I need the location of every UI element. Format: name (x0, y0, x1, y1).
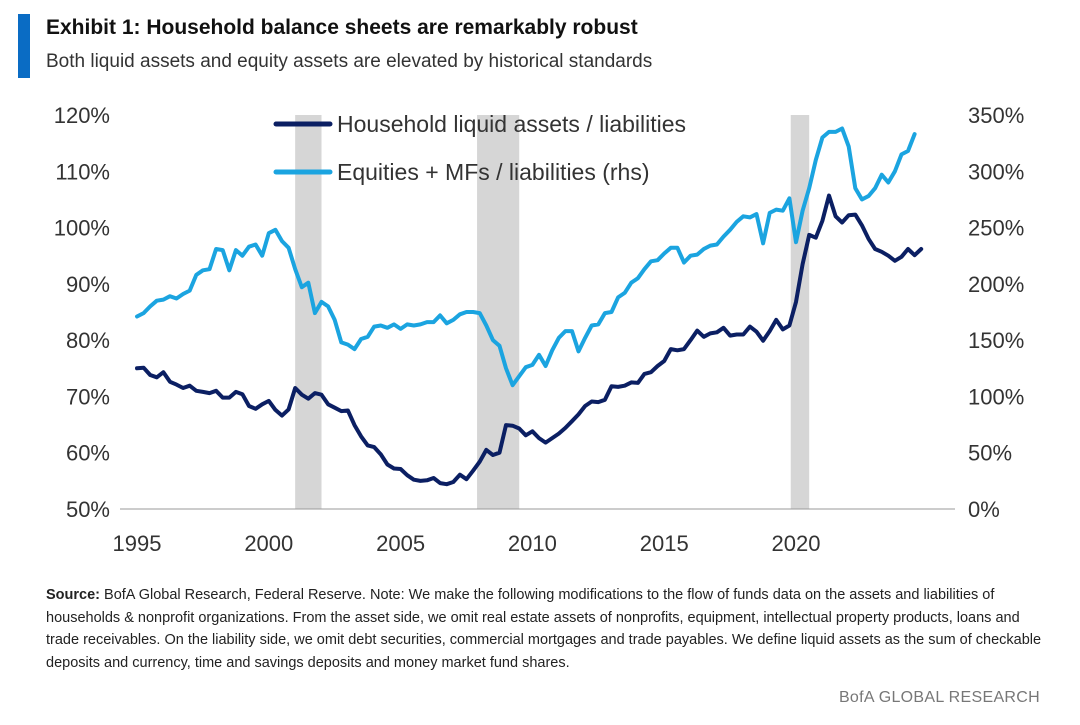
recession-band (477, 115, 520, 509)
source-text: BofA Global Research, Federal Reserve. N… (46, 587, 1042, 671)
chart-title: Exhibit 1: Household balance sheets are … (46, 16, 638, 39)
series-line-liquid-assets (135, 193, 924, 487)
series-line-equities (135, 126, 917, 388)
line-chart: 50% 60% 70% 80% 90% 100% 110% 120% 0% 50% 100% 150… (54, 103, 1025, 556)
brand-footer: BofA GLOBAL RESEARCH (838, 689, 1040, 706)
right-axis-tick-label: 200% (968, 272, 1024, 297)
series-lines (135, 126, 924, 487)
right-axis-tick-label: 0% (968, 497, 1000, 522)
title-accent-bar (18, 14, 30, 78)
left-axis-tick-label: 70% (66, 384, 110, 409)
source-note: Source: BofA Global Research, Federal Re… (46, 584, 1046, 674)
left-axis-tick-label: 90% (66, 272, 110, 297)
recession-bands (295, 115, 810, 509)
right-axis-ticks: 0% 50% 100% 150% 200% 250% 300% 350% (968, 103, 1024, 522)
recession-band (790, 115, 810, 509)
left-axis-ticks: 50% 60% 70% 80% 90% 100% 110% 120% (54, 103, 110, 522)
right-axis-tick-label: 300% (968, 159, 1024, 184)
left-axis-tick-label: 100% (54, 216, 110, 241)
legend-label: Household liquid assets / liabilities (337, 111, 686, 137)
left-axis-tick-label: 50% (66, 497, 110, 522)
right-axis-tick-label: 250% (968, 216, 1024, 241)
chart-subtitle: Both liquid assets and equity assets are… (46, 51, 653, 72)
left-axis-tick-label: 60% (66, 441, 110, 466)
right-axis-tick-label: 350% (968, 103, 1024, 128)
x-axis-ticks: 1995 2000 2005 2010 2015 2020 (113, 531, 821, 556)
x-axis-tick-label: 2020 (772, 531, 821, 556)
right-axis-tick-label: 100% (968, 384, 1024, 409)
legend: Household liquid assets / liabilities Equ… (273, 111, 686, 185)
source-label: Source: (46, 587, 100, 603)
x-axis-tick-label: 2015 (640, 531, 689, 556)
x-axis-tick-label: 2010 (508, 531, 557, 556)
left-axis-tick-label: 120% (54, 103, 110, 128)
left-axis-tick-label: 110% (55, 159, 110, 184)
right-axis-tick-label: 50% (968, 441, 1012, 466)
x-axis-tick-label: 2000 (244, 531, 293, 556)
x-axis-tick-label: 2005 (376, 531, 425, 556)
legend-label: Equities + MFs / liabilities (rhs) (337, 159, 650, 185)
left-axis-tick-label: 80% (66, 328, 110, 353)
x-axis-tick-label: 1995 (113, 531, 162, 556)
right-axis-tick-label: 150% (968, 328, 1024, 353)
